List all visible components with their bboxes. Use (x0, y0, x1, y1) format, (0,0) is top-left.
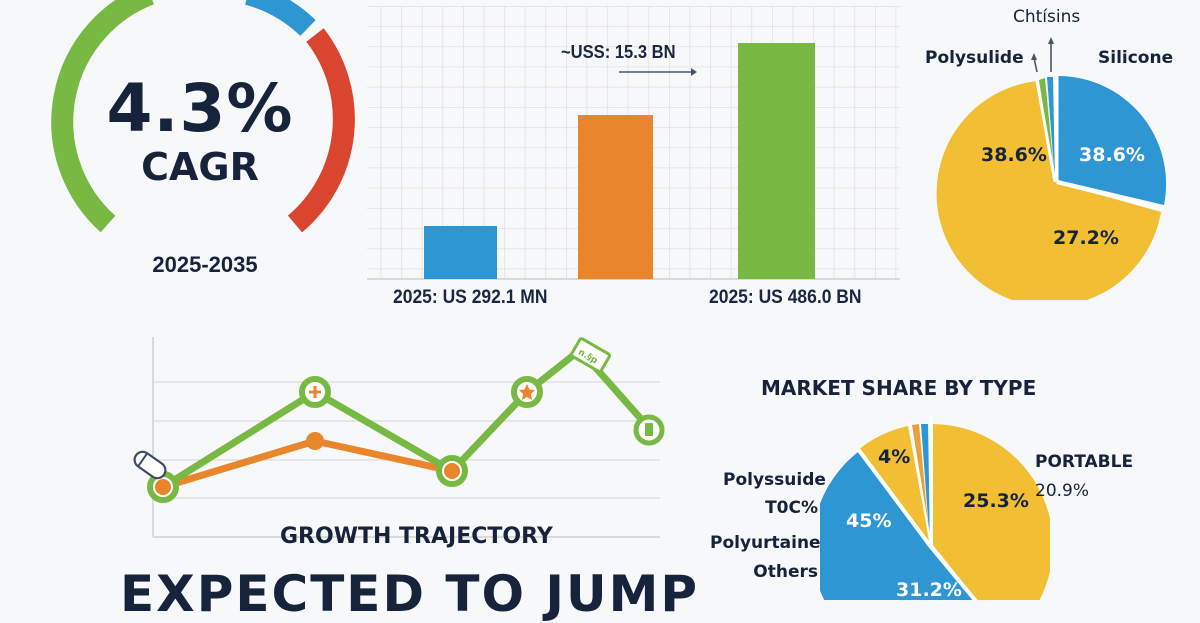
svg-text:25.3%: 25.3% (963, 490, 1029, 512)
svg-text:27.2%: 27.2% (1053, 227, 1119, 249)
bar-mid (578, 115, 653, 279)
bar-label-left: 2025: US 292.1 MN (393, 287, 548, 308)
headline: EXPECTED TO JUMP (120, 565, 699, 623)
pie-slice-portable (933, 424, 1050, 600)
bar-label-right: 2025: US 486.0 BN (709, 287, 862, 308)
label-portable-value: 20.9% (1035, 481, 1090, 501)
gauge-arc-blue (244, 0, 316, 37)
bar-2025 (424, 226, 497, 279)
pie-slice-tiny-blue (921, 423, 930, 545)
pie-top-label-polysulfide: Polysulide (925, 48, 1024, 68)
label-portable: PORTABLE (1035, 452, 1134, 472)
market-share-title: MARKET SHARE BY TYPE (761, 376, 1037, 400)
bar-annotation: ~USS: 15.3 BN (561, 42, 676, 62)
pie-slice-tinyblue (1047, 76, 1055, 182)
pie-slice-small-yellow (859, 426, 930, 545)
pie-top-label-silicone: Silicone (1098, 48, 1174, 68)
cagr-value: 4.3% (106, 70, 294, 147)
pie-chart-bottom: 25.3% 4% 45% 31.2% (820, 415, 1050, 600)
svg-text:38.6%: 38.6% (1079, 144, 1145, 166)
line-chart: n.§p (133, 337, 665, 538)
cagr-label: CAGR (141, 145, 259, 189)
gauge-arc-red (287, 28, 355, 233)
label-polyurethane: Polyurtaine (710, 533, 821, 553)
label-others: Others (753, 562, 818, 582)
cagr-period: 2025-2035 (152, 252, 258, 277)
line-chart-title: GROWTH TRAJECTORY (280, 524, 553, 549)
bar-chart (367, 6, 900, 280)
star-icon (519, 384, 535, 400)
bar-2035 (738, 43, 815, 279)
label-polysulfide-value: T0C% (765, 498, 818, 518)
pill-icon (133, 450, 167, 480)
pie-slice-yellow (936, 81, 1161, 300)
pie-slice-blue (820, 452, 974, 600)
gauge-arc-green (51, 0, 155, 233)
svg-text:31.2%: 31.2% (896, 579, 962, 600)
pie-slice-silicone (1058, 75, 1167, 205)
svg-text:38.6%: 38.6% (981, 144, 1047, 166)
tag-icon: n.§p (570, 337, 611, 374)
label-polysulfide: Polyssuide (723, 470, 826, 490)
svg-text:45%: 45% (846, 510, 891, 532)
pie-top-label-others: Chtísins (1013, 7, 1081, 27)
cagr-gauge (51, 0, 355, 233)
plus-icon (309, 386, 321, 398)
svg-text:4%: 4% (878, 446, 910, 468)
pie-chart-top: 38.6% 38.6% 27.2% (936, 37, 1167, 300)
